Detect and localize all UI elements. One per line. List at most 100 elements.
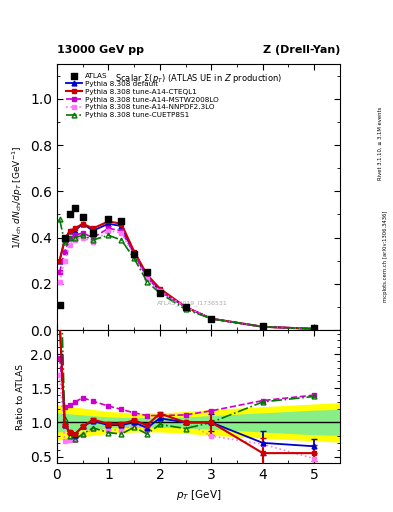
Pythia 8.308 tune-A14-CTEQL1: [183, 304, 188, 310]
Pythia 8.308 tune-A14-CTEQL1: [68, 228, 72, 234]
Pythia 8.308 tune-A14-NNPDF2.3LO: [73, 237, 77, 243]
ATLAS: [57, 301, 63, 309]
Pythia 8.308 default: [183, 304, 188, 310]
Text: Rivet 3.1.10, ≥ 3.1M events: Rivet 3.1.10, ≥ 3.1M events: [378, 106, 383, 180]
Line: Pythia 8.308 default: Pythia 8.308 default: [57, 221, 317, 331]
Pythia 8.308 default: [132, 251, 136, 257]
ATLAS: [311, 324, 318, 332]
ATLAS: [105, 215, 112, 223]
Pythia 8.308 tune-A14-NNPDF2.3LO: [119, 230, 124, 236]
Pythia 8.308 tune-A14-MSTW2008LO: [132, 251, 136, 257]
Pythia 8.308 tune-A14-CTEQL1: [57, 258, 62, 264]
Pythia 8.308 tune-A14-MSTW2008LO: [73, 232, 77, 239]
Pythia 8.308 tune-A14-MSTW2008LO: [62, 248, 67, 254]
Pythia 8.308 tune-A14-CTEQL1: [209, 315, 214, 322]
Pythia 8.308 tune-A14-NNPDF2.3LO: [261, 324, 265, 330]
Pythia 8.308 default: [80, 221, 85, 227]
Pythia 8.308 default: [73, 228, 77, 234]
ATLAS: [260, 322, 266, 330]
Pythia 8.308 tune-A14-NNPDF2.3LO: [68, 242, 72, 248]
Pythia 8.308 tune-A14-CTEQL1: [119, 221, 124, 227]
Pythia 8.308 tune-A14-NNPDF2.3LO: [62, 258, 67, 264]
ATLAS: [182, 303, 189, 311]
Pythia 8.308 tune-A14-NNPDF2.3LO: [132, 253, 136, 259]
Pythia 8.308 tune-CUETP8S1: [91, 237, 95, 243]
ATLAS: [90, 229, 96, 237]
Pythia 8.308 tune-A14-MSTW2008LO: [183, 304, 188, 310]
Pythia 8.308 tune-A14-NNPDF2.3LO: [57, 279, 62, 285]
Pythia 8.308 tune-CUETP8S1: [183, 306, 188, 312]
Text: mcplots.cern.ch [arXiv:1306.3436]: mcplots.cern.ch [arXiv:1306.3436]: [384, 210, 388, 302]
ATLAS: [72, 203, 78, 211]
Pythia 8.308 tune-CUETP8S1: [132, 255, 136, 262]
Pythia 8.308 tune-A14-MSTW2008LO: [312, 326, 317, 332]
Pythia 8.308 default: [209, 315, 214, 322]
ATLAS: [144, 268, 150, 276]
Pythia 8.308 tune-CUETP8S1: [106, 232, 111, 239]
Pythia 8.308 tune-A14-CTEQL1: [91, 225, 95, 231]
Pythia 8.308 tune-CUETP8S1: [145, 279, 149, 285]
Pythia 8.308 tune-CUETP8S1: [261, 324, 265, 330]
Line: Pythia 8.308 tune-A14-MSTW2008LO: Pythia 8.308 tune-A14-MSTW2008LO: [58, 227, 316, 331]
ATLAS: [157, 289, 163, 297]
Pythia 8.308 default: [261, 324, 265, 330]
Text: Scalar $\Sigma(p_T)$ (ATLAS UE in $Z$ production): Scalar $\Sigma(p_T)$ (ATLAS UE in $Z$ pr…: [115, 72, 282, 85]
Pythia 8.308 tune-A14-NNPDF2.3LO: [183, 304, 188, 310]
Pythia 8.308 tune-A14-MSTW2008LO: [119, 228, 124, 234]
Pythia 8.308 tune-A14-CTEQL1: [261, 324, 265, 330]
Pythia 8.308 tune-A14-CTEQL1: [132, 248, 136, 254]
Pythia 8.308 tune-A14-CTEQL1: [106, 218, 111, 224]
Pythia 8.308 tune-CUETP8S1: [62, 239, 67, 245]
Pythia 8.308 tune-A14-MSTW2008LO: [80, 230, 85, 236]
Pythia 8.308 tune-A14-MSTW2008LO: [209, 315, 214, 322]
ATLAS: [67, 210, 73, 219]
Text: ATLAS_2019_I1736531: ATLAS_2019_I1736531: [158, 301, 228, 307]
Y-axis label: Ratio to ATLAS: Ratio to ATLAS: [16, 364, 25, 430]
Pythia 8.308 tune-CUETP8S1: [73, 234, 77, 241]
Pythia 8.308 tune-CUETP8S1: [158, 290, 162, 296]
Pythia 8.308 tune-CUETP8S1: [119, 237, 124, 243]
Pythia 8.308 default: [158, 288, 162, 294]
Pythia 8.308 tune-A14-MSTW2008LO: [145, 274, 149, 280]
X-axis label: $p_T$ [GeV]: $p_T$ [GeV]: [176, 488, 221, 502]
Legend: ATLAS, Pythia 8.308 default, Pythia 8.308 tune-A14-CTEQL1, Pythia 8.308 tune-A14: ATLAS, Pythia 8.308 default, Pythia 8.30…: [66, 73, 219, 118]
Pythia 8.308 tune-CUETP8S1: [57, 216, 62, 222]
Pythia 8.308 tune-A14-CTEQL1: [158, 286, 162, 292]
Pythia 8.308 default: [145, 274, 149, 280]
Line: Pythia 8.308 tune-A14-NNPDF2.3LO: Pythia 8.308 tune-A14-NNPDF2.3LO: [58, 229, 316, 331]
Pythia 8.308 tune-CUETP8S1: [209, 315, 214, 322]
Y-axis label: $1/N_{\rm ch}\;dN_{\rm ch}/dp_T\;[\rm GeV^{-1}]$: $1/N_{\rm ch}\;dN_{\rm ch}/dp_T\;[\rm Ge…: [10, 145, 25, 249]
ATLAS: [208, 314, 215, 323]
Pythia 8.308 tune-A14-MSTW2008LO: [261, 324, 265, 330]
Pythia 8.308 tune-A14-NNPDF2.3LO: [158, 288, 162, 294]
Pythia 8.308 tune-A14-NNPDF2.3LO: [145, 276, 149, 283]
Pythia 8.308 default: [119, 223, 124, 229]
Pythia 8.308 tune-A14-CTEQL1: [80, 221, 85, 227]
Pythia 8.308 tune-CUETP8S1: [68, 234, 72, 241]
Pythia 8.308 tune-A14-CTEQL1: [312, 326, 317, 332]
Pythia 8.308 tune-A14-CTEQL1: [145, 271, 149, 278]
Pythia 8.308 tune-A14-CTEQL1: [73, 225, 77, 231]
Pythia 8.308 tune-A14-CTEQL1: [62, 237, 67, 243]
Pythia 8.308 default: [62, 237, 67, 243]
Pythia 8.308 tune-CUETP8S1: [312, 326, 317, 332]
Line: Pythia 8.308 tune-CUETP8S1: Pythia 8.308 tune-CUETP8S1: [57, 217, 317, 331]
Pythia 8.308 default: [91, 228, 95, 234]
Line: Pythia 8.308 tune-A14-CTEQL1: Pythia 8.308 tune-A14-CTEQL1: [58, 220, 316, 331]
Pythia 8.308 tune-A14-MSTW2008LO: [158, 288, 162, 294]
Text: Z (Drell-Yan): Z (Drell-Yan): [263, 45, 340, 55]
ATLAS: [118, 217, 125, 225]
Pythia 8.308 default: [106, 221, 111, 227]
Pythia 8.308 tune-A14-MSTW2008LO: [57, 269, 62, 275]
ATLAS: [131, 250, 137, 258]
Pythia 8.308 tune-CUETP8S1: [80, 232, 85, 239]
Pythia 8.308 tune-A14-NNPDF2.3LO: [80, 234, 85, 241]
Pythia 8.308 default: [68, 228, 72, 234]
ATLAS: [79, 212, 86, 221]
Pythia 8.308 tune-A14-NNPDF2.3LO: [209, 315, 214, 322]
Pythia 8.308 tune-A14-NNPDF2.3LO: [91, 239, 95, 245]
ATLAS: [62, 233, 68, 242]
Pythia 8.308 default: [57, 258, 62, 264]
Pythia 8.308 default: [312, 326, 317, 332]
Pythia 8.308 tune-A14-MSTW2008LO: [68, 234, 72, 241]
